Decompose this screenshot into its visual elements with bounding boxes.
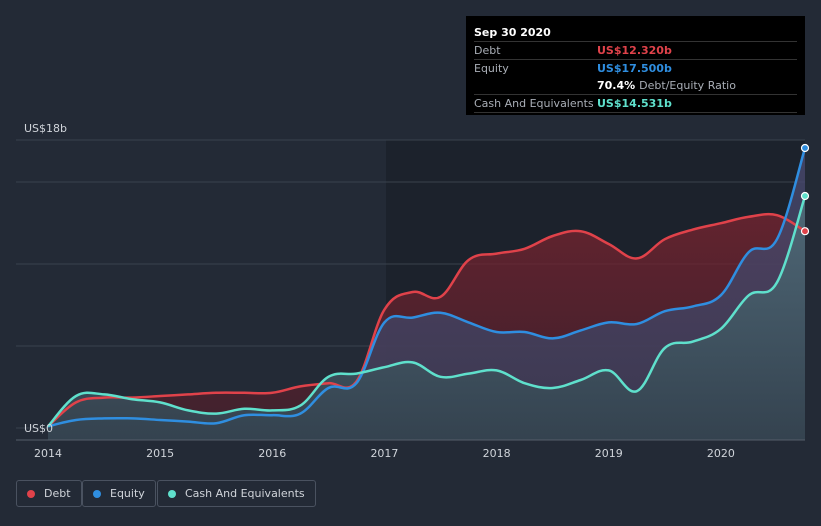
tooltip-debt-row: Debt US$12.320b <box>474 42 797 60</box>
x-tick-label: 2015 <box>146 447 174 460</box>
tooltip-ratio-value: 70.4% <box>597 79 636 92</box>
x-tick-label: 2018 <box>483 447 511 460</box>
x-tick-label: 2017 <box>370 447 398 460</box>
series-areas <box>48 148 805 440</box>
x-tick-label: 2019 <box>595 447 623 460</box>
equity-line <box>47 147 807 428</box>
tooltip-equity-label: Equity <box>474 62 509 75</box>
tooltip-cash-label: Cash And Equivalents <box>474 97 594 110</box>
tooltip-ratio-label: Debt/Equity Ratio <box>639 79 736 92</box>
cash-and-equivalents-end-point[interactable] <box>800 191 810 201</box>
equity-end-point[interactable] <box>800 143 810 153</box>
tooltip-debt-value: US$12.320b <box>597 44 672 57</box>
x-tick-label: 2020 <box>707 447 735 460</box>
x-tick-label: 2016 <box>258 447 286 460</box>
legend-debt-label: Debt <box>44 487 71 500</box>
series-endpoints <box>800 143 810 236</box>
tooltip-ratio-spacer <box>474 77 597 94</box>
legend-equity[interactable]: Equity <box>82 480 156 507</box>
tooltip-date: Sep 30 2020 <box>474 24 797 42</box>
legend-equity-dot-icon <box>93 489 101 498</box>
x-tick-labels: 2014 2015 2016 2017 2018 2019 2020 <box>34 447 735 460</box>
tooltip-debt-label: Debt <box>474 44 501 57</box>
tooltip-equity-value: US$17.500b <box>597 62 672 75</box>
legend-cash-dot-icon <box>168 489 176 498</box>
legend-cash-label: Cash And Equivalents <box>185 487 305 500</box>
y-top-label: US$18b <box>24 122 67 135</box>
cash-and-equivalents-area <box>48 196 805 440</box>
tooltip-cash-row: Cash And Equivalents US$14.531b <box>474 95 797 113</box>
y-zero-label: US$0 <box>24 422 53 435</box>
tooltip-ratio-row: 70.4% Debt/Equity Ratio <box>474 77 797 95</box>
debt-line <box>47 212 806 428</box>
debt-end-point[interactable] <box>800 227 810 236</box>
tooltip-panel: Sep 30 2020 Debt US$12.320b Equity US$17… <box>466 16 805 115</box>
cash-and-equivalents-line <box>47 195 807 428</box>
equity-area <box>48 148 805 440</box>
series-lines <box>47 147 807 428</box>
legend-debt[interactable]: Debt <box>16 480 82 507</box>
tooltip-equity-row: Equity US$17.500b <box>474 60 797 77</box>
legend-equity-label: Equity <box>110 487 145 500</box>
legend-cash[interactable]: Cash And Equivalents <box>157 480 316 507</box>
tooltip-cash-value: US$14.531b <box>597 97 672 110</box>
legend-debt-dot-icon <box>27 489 35 498</box>
x-tick-label: 2014 <box>34 447 62 460</box>
